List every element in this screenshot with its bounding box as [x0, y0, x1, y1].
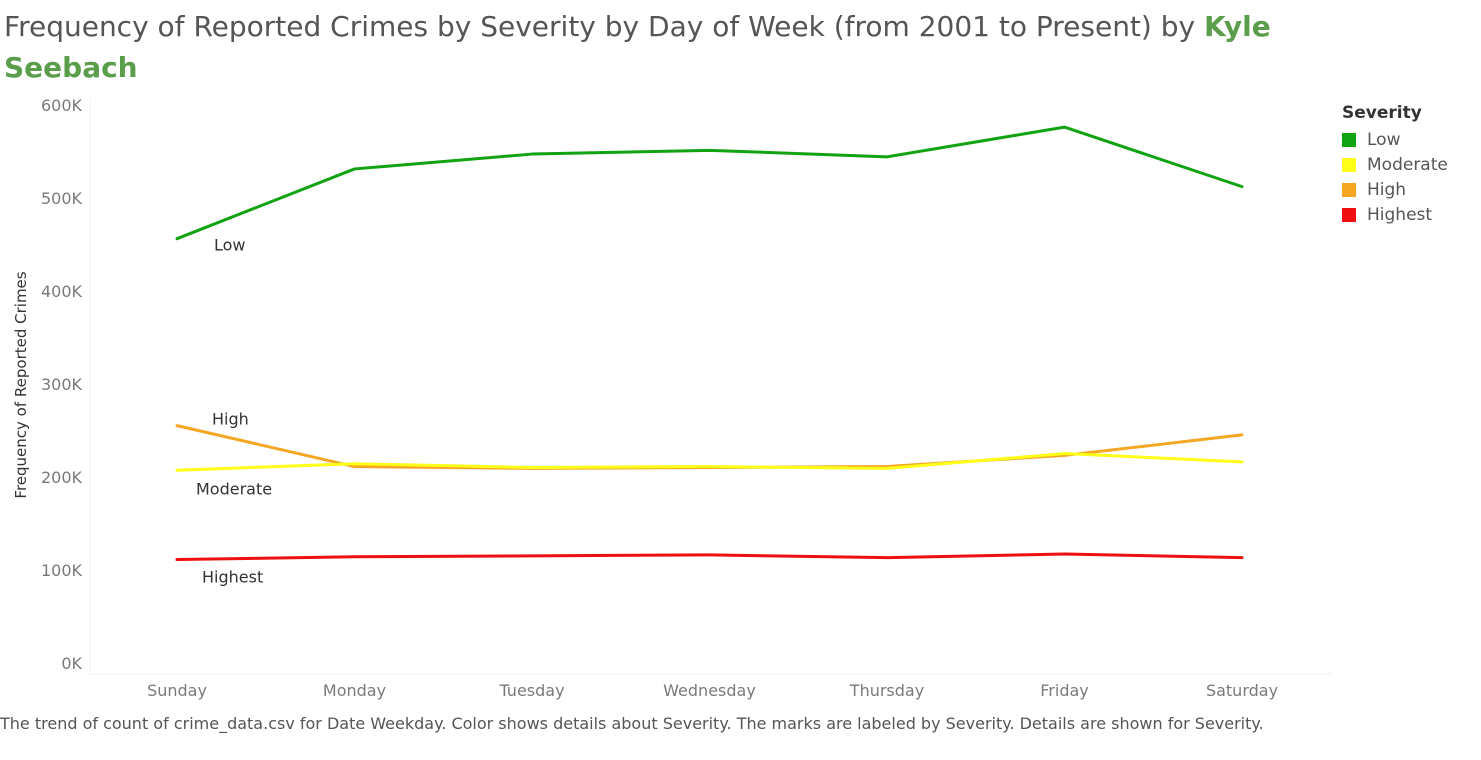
legend-swatch — [1342, 132, 1356, 147]
x-tick-label: Monday — [323, 681, 386, 700]
legend-swatch — [1342, 157, 1356, 172]
legend-item-label: High — [1367, 179, 1407, 200]
x-tick-label: Wednesday — [663, 681, 756, 700]
y-tick-label: 300K — [41, 375, 83, 394]
legend-items: Low Moderate High Highest — [1342, 127, 1448, 227]
mark-label-highest: Highest — [202, 568, 263, 587]
legend-item-moderate[interactable]: Moderate — [1342, 152, 1448, 177]
x-tick-label: Sunday — [147, 681, 207, 700]
series-line-low — [175, 125, 1244, 241]
legend-item-low[interactable]: Low — [1342, 127, 1448, 152]
series-line-highest — [175, 552, 1244, 562]
chart-axes: 0K 100K 200K 300K 400K 500K 600K Sunday Monday Tu… — [12, 96, 1332, 700]
legend-item-label: Highest — [1367, 204, 1433, 225]
legend-item-label: Moderate — [1367, 154, 1448, 175]
legend-swatch — [1342, 207, 1356, 222]
series-line-high — [175, 424, 1244, 470]
x-tick-label: Thursday — [849, 681, 924, 700]
y-tick-label: 500K — [41, 189, 83, 208]
y-tick-label: 200K — [41, 468, 83, 487]
x-tick-label: Tuesday — [498, 681, 564, 700]
chart-title-text: Frequency of Reported Crimes by Severity… — [4, 10, 1204, 43]
y-tick-label: 100K — [41, 561, 83, 580]
legend: Severity Low Moderate High Highest — [1342, 103, 1448, 227]
mark-label-low: Low — [214, 236, 246, 255]
x-tick-label: Saturday — [1206, 681, 1278, 700]
y-tick-label: 400K — [41, 282, 83, 301]
y-axis-label: Frequency of Reported Crimes — [12, 271, 30, 498]
mark-label-moderate: Moderate — [196, 479, 272, 498]
legend-title: Severity — [1342, 103, 1422, 123]
chart-caption: The trend of count of crime_data.csv for… — [0, 714, 1264, 733]
legend-item-highest[interactable]: Highest — [1342, 202, 1448, 227]
chart-title: Frequency of Reported Crimes by Severity… — [4, 6, 1304, 88]
series-line-moderate — [175, 452, 1244, 472]
mark-labels: Low Moderate High Highest — [196, 236, 272, 587]
y-tick-label: 0K — [61, 654, 82, 673]
series-lines — [175, 125, 1244, 562]
legend-item-label: Low — [1367, 129, 1401, 150]
chart-title-author: Kyle Seebach — [4, 10, 1271, 84]
legend-item-high[interactable]: High — [1342, 177, 1448, 202]
x-tick-label: Friday — [1040, 681, 1089, 700]
y-tick-label: 600K — [41, 96, 83, 115]
mark-label-high: High — [212, 410, 249, 429]
legend-swatch — [1342, 182, 1356, 197]
